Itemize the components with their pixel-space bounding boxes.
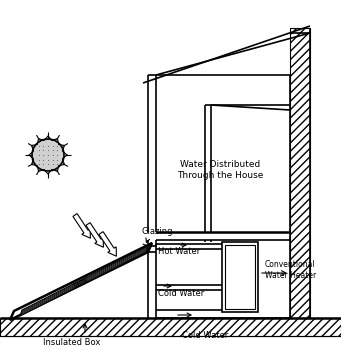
Circle shape: [32, 139, 64, 171]
Polygon shape: [20, 246, 148, 316]
Text: Glazing: Glazing: [142, 227, 174, 237]
Bar: [222, 242, 258, 312]
FancyArrow shape: [99, 232, 116, 256]
Text: Tank: Tank: [70, 275, 90, 291]
Text: Cold Water: Cold Water: [182, 331, 228, 340]
Polygon shape: [10, 243, 152, 320]
Text: Cold Water: Cold Water: [158, 289, 204, 298]
Bar: [0, 318, 341, 336]
FancyArrow shape: [86, 223, 103, 247]
Bar: [290, 28, 310, 318]
FancyArrow shape: [73, 214, 90, 238]
Text: Water Distributed
Through the House: Water Distributed Through the House: [177, 160, 263, 180]
Text: Conventional
Water Heater: Conventional Water Heater: [265, 260, 316, 280]
Text: Insulated Box: Insulated Box: [43, 338, 101, 347]
Bar: [225, 245, 255, 309]
Text: Hot Water: Hot Water: [158, 247, 200, 257]
